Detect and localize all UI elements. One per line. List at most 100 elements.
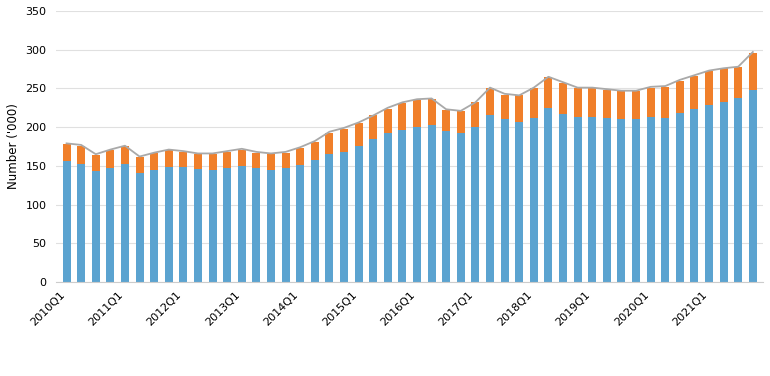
Bar — [369, 115, 377, 139]
Bar — [735, 98, 742, 282]
Total Both Sexes — [91, 152, 100, 156]
Bar — [500, 95, 509, 119]
Total Both Sexes — [179, 149, 188, 153]
Total Both Sexes — [544, 74, 553, 79]
Total Both Sexes — [646, 85, 655, 89]
Bar — [486, 88, 494, 115]
Total Both Sexes — [705, 68, 714, 73]
Bar — [457, 133, 465, 282]
Total Both Sexes — [617, 88, 626, 93]
Bar — [691, 76, 698, 109]
Bar — [661, 87, 669, 118]
Bar — [136, 157, 143, 173]
Bar — [398, 103, 407, 130]
Total Both Sexes — [690, 73, 699, 77]
Y-axis label: Number ('000): Number ('000) — [7, 103, 20, 190]
Bar — [632, 91, 640, 118]
Total Both Sexes — [340, 126, 349, 130]
Bar — [647, 88, 654, 117]
Total Both Sexes — [325, 129, 334, 134]
Bar — [661, 118, 669, 282]
Bar — [413, 100, 421, 127]
Bar — [77, 164, 85, 282]
Bar — [427, 99, 436, 125]
Bar — [209, 170, 216, 282]
Total Both Sexes — [485, 85, 494, 90]
Total Both Sexes — [193, 151, 203, 156]
Total Both Sexes — [208, 151, 217, 156]
Bar — [223, 152, 231, 168]
Bar — [282, 168, 290, 282]
Bar — [618, 118, 625, 282]
Bar — [267, 170, 275, 282]
Total Both Sexes — [573, 85, 582, 90]
Total Both Sexes — [135, 154, 144, 159]
Bar — [77, 146, 85, 164]
Total Both Sexes — [310, 139, 320, 143]
Bar — [165, 167, 172, 282]
Bar — [106, 150, 115, 168]
Total Both Sexes — [398, 100, 407, 105]
Total Both Sexes — [602, 87, 611, 91]
Total Both Sexes — [456, 109, 465, 113]
Bar — [150, 153, 158, 170]
Total Both Sexes — [441, 107, 450, 112]
Bar — [559, 114, 567, 282]
Bar — [530, 88, 537, 118]
Bar — [121, 147, 129, 164]
Bar — [62, 161, 71, 282]
Bar — [413, 127, 421, 282]
Bar — [588, 117, 596, 282]
Total Both Sexes — [252, 150, 261, 154]
Bar — [618, 91, 625, 118]
Bar — [194, 169, 202, 282]
Bar — [340, 152, 348, 282]
Bar — [165, 150, 172, 167]
Bar — [296, 148, 304, 165]
Total Both Sexes — [281, 150, 290, 154]
Bar — [223, 168, 231, 282]
Total Both Sexes — [383, 106, 393, 110]
Bar — [398, 130, 407, 282]
Total Both Sexes — [661, 84, 670, 88]
Bar — [676, 113, 684, 282]
Bar — [209, 154, 216, 170]
Total Both Sexes — [76, 143, 85, 147]
Bar — [311, 142, 319, 161]
Bar — [457, 111, 465, 133]
Bar — [691, 109, 698, 282]
Line: Total Both Sexes: Total Both Sexes — [66, 52, 753, 156]
Total Both Sexes — [296, 145, 305, 150]
Bar — [515, 96, 524, 123]
Total Both Sexes — [734, 64, 743, 69]
Bar — [720, 102, 728, 282]
Total Both Sexes — [588, 85, 597, 90]
Total Both Sexes — [675, 77, 685, 82]
Bar — [136, 173, 143, 282]
Bar — [354, 123, 363, 147]
Bar — [238, 166, 246, 282]
Total Both Sexes — [470, 100, 480, 105]
Bar — [500, 119, 509, 282]
Bar — [442, 131, 450, 282]
Bar — [92, 155, 100, 171]
Total Both Sexes — [149, 150, 159, 155]
Total Both Sexes — [514, 93, 524, 98]
Total Both Sexes — [62, 141, 71, 146]
Bar — [574, 88, 581, 117]
Bar — [121, 164, 129, 282]
Bar — [676, 80, 684, 113]
Total Both Sexes — [529, 85, 538, 90]
Bar — [471, 127, 480, 282]
Bar — [720, 68, 728, 102]
Bar — [486, 115, 494, 282]
Total Both Sexes — [427, 96, 437, 101]
Bar — [194, 154, 202, 169]
Total Both Sexes — [223, 149, 232, 153]
Bar — [326, 132, 333, 154]
Bar — [647, 117, 654, 282]
Bar — [442, 110, 450, 131]
Bar — [748, 53, 757, 90]
Bar — [603, 90, 611, 118]
Bar — [427, 125, 436, 282]
